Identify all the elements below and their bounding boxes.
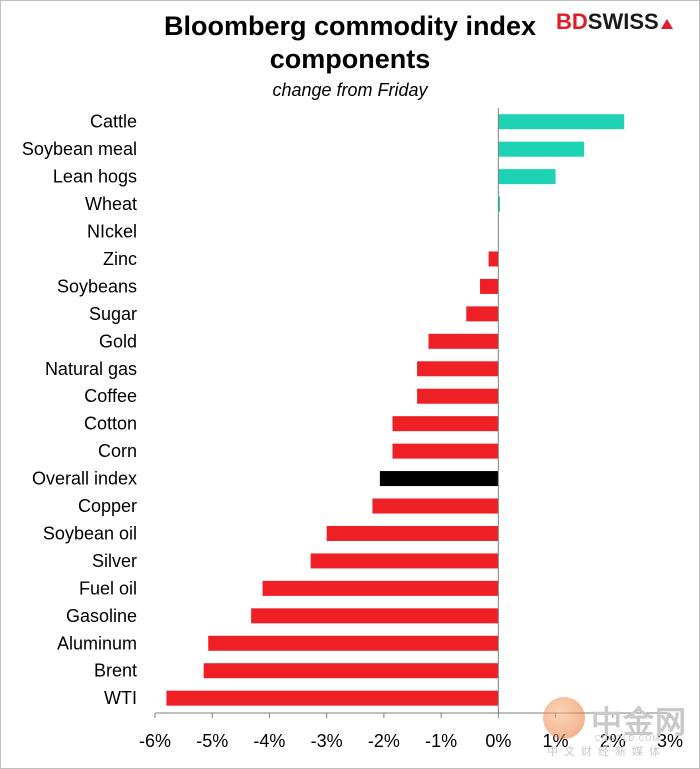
- x-tick-label: -3%: [311, 731, 343, 751]
- bar-fuel-oil: [262, 580, 499, 596]
- category-label-wti: WTI: [104, 688, 137, 708]
- category-label-fuel-oil: Fuel oil: [79, 578, 137, 598]
- x-tick-label: 0%: [485, 731, 511, 751]
- category-label-sugar: Sugar: [89, 304, 137, 324]
- logo-swiss: SWISS: [587, 9, 659, 34]
- category-label-cotton: Cotton: [84, 414, 137, 434]
- bar-silver: [310, 553, 499, 569]
- x-tick-label: -1%: [425, 731, 457, 751]
- category-label-zinc: Zinc: [103, 249, 137, 269]
- x-tick-label: -6%: [139, 731, 171, 751]
- bar-copper: [372, 498, 499, 514]
- watermark-text: 中金网: [591, 705, 687, 740]
- bar-soybeans: [480, 278, 499, 294]
- watermark-logo-icon: [543, 697, 585, 739]
- watermark-url: CNGOLD.COM: [595, 734, 661, 743]
- logo-arrow-icon: [660, 19, 673, 29]
- bdswiss-logo: BDSWISS: [556, 9, 673, 35]
- bar-cotton: [392, 416, 499, 432]
- bar-zinc: [488, 251, 499, 267]
- category-label-copper: Copper: [78, 496, 137, 516]
- chart-title: Bloomberg commodity index components: [100, 10, 600, 76]
- chart-subtitle: change from Friday: [272, 80, 428, 100]
- category-label-gold: Gold: [99, 331, 137, 351]
- category-label-wheat: Wheat: [85, 194, 137, 214]
- category-label-overall-index: Overall index: [32, 469, 137, 489]
- bar-wheat: [498, 196, 501, 212]
- x-tick-label: -4%: [253, 731, 285, 751]
- watermark-subtext: 中文财经新媒体: [547, 746, 666, 758]
- category-label-silver: Silver: [92, 551, 137, 571]
- category-label-soybean-meal: Soybean meal: [22, 139, 137, 159]
- bar-soybean-meal: [498, 141, 585, 157]
- bar-wti: [166, 690, 499, 706]
- x-tick-label: -5%: [196, 731, 228, 751]
- category-label-natural-gas: Natural gas: [45, 359, 137, 379]
- category-label-soybean-oil: Soybean oil: [43, 523, 137, 543]
- chart-title-line-1: Bloomberg commodity index: [163, 11, 537, 41]
- bar-gasoline: [251, 608, 499, 624]
- category-label-cattle: Cattle: [90, 112, 137, 132]
- bar-lean-hogs: [498, 169, 556, 185]
- bar-soybean-oil: [326, 525, 499, 541]
- chart-title-line-2: components: [269, 44, 431, 74]
- category-label-soybeans: Soybeans: [57, 276, 137, 296]
- category-label-lean-hogs: Lean hogs: [53, 167, 137, 187]
- bar-cattle: [498, 114, 625, 130]
- bar-aluminum: [208, 635, 499, 651]
- x-tick-label: -2%: [368, 731, 400, 751]
- x-tick-label: 3%: [657, 731, 683, 751]
- category-label-aluminum: Aluminum: [57, 633, 137, 653]
- category-label-brent: Brent: [94, 661, 137, 681]
- bar-corn: [392, 443, 499, 459]
- watermark: 中金网 CNGOLD.COM 中文财经新媒体: [543, 697, 693, 759]
- category-label-nickel: NIckel: [87, 222, 137, 242]
- category-label-coffee: Coffee: [84, 386, 137, 406]
- logo-bd: BD: [556, 9, 588, 34]
- category-label-corn: Corn: [98, 441, 137, 461]
- bar-gold: [428, 333, 499, 349]
- bar-brent: [203, 663, 499, 679]
- category-label-gasoline: Gasoline: [66, 606, 137, 626]
- bar-coffee: [417, 388, 499, 404]
- x-tick-label: 2%: [600, 731, 626, 751]
- bar-natural-gas: [417, 361, 499, 377]
- bar-overall-index: [379, 471, 499, 487]
- bar-sugar: [466, 306, 499, 322]
